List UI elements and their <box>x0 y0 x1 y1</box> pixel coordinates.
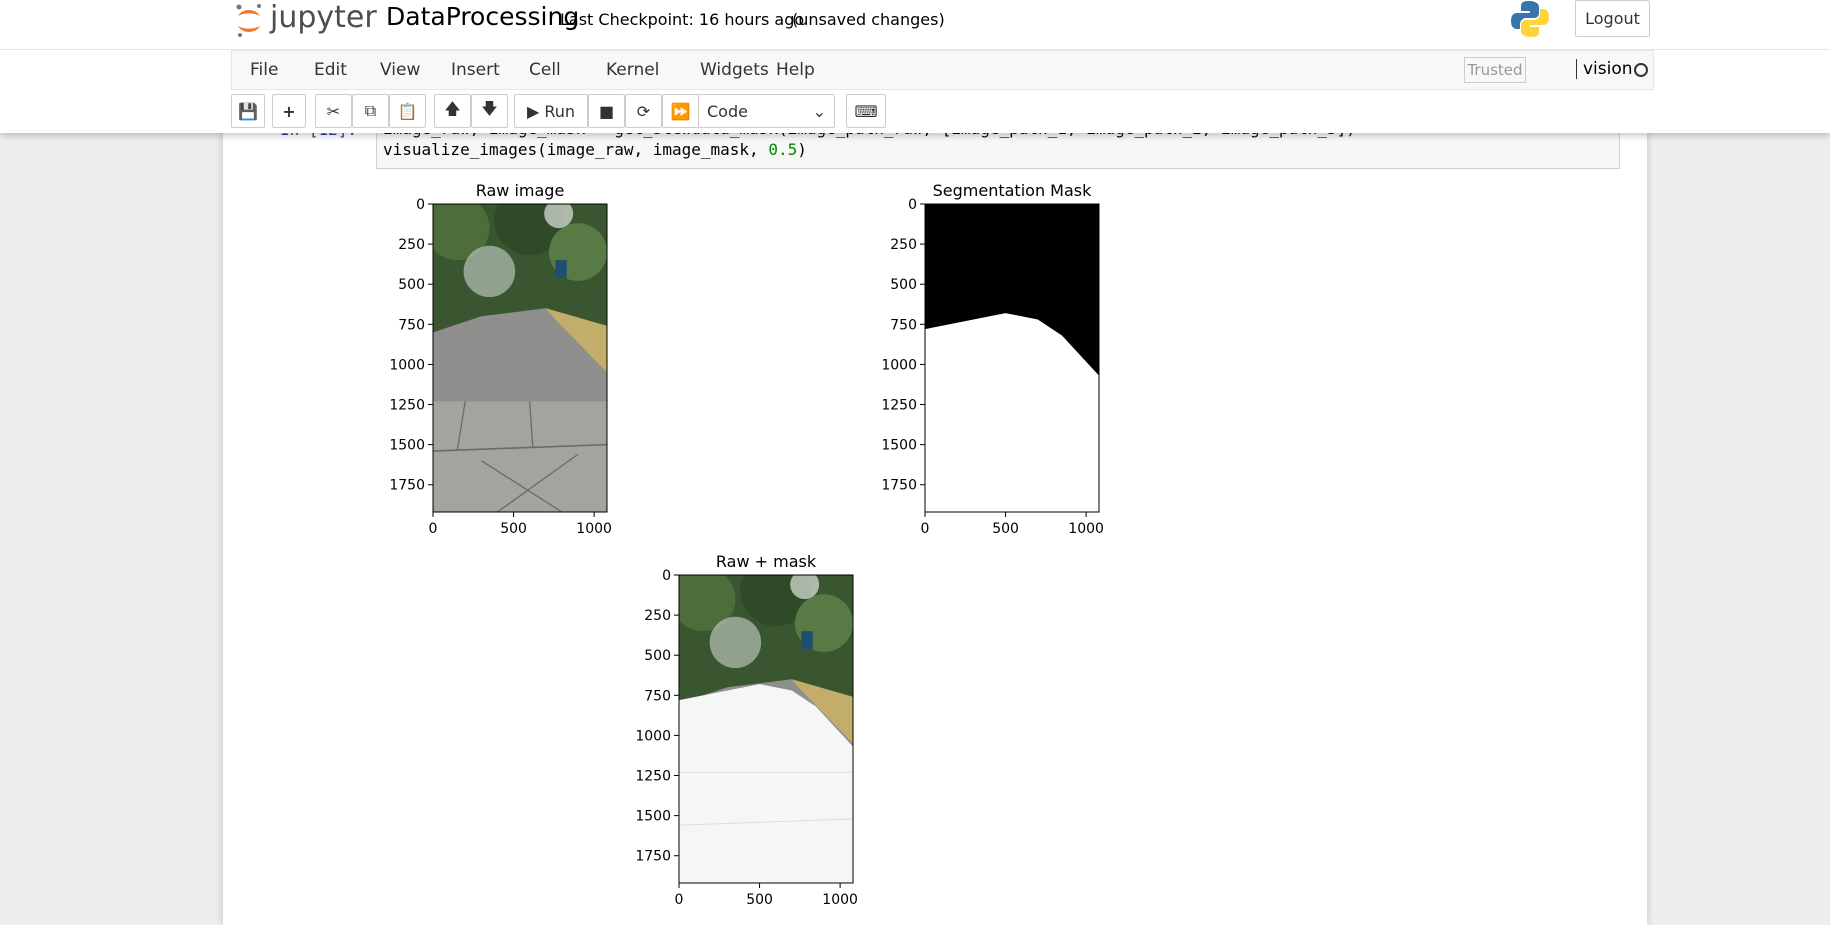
logo-text: jupyter <box>270 0 377 35</box>
y-tick-label: 0 <box>662 568 671 584</box>
plot-title: Raw + mask <box>716 552 817 571</box>
y-tick-label: 1500 <box>635 809 671 825</box>
checkpoint: Last Checkpoint: 16 hours ago <box>560 10 805 29</box>
menu-item[interactable]: Insert <box>451 60 500 80</box>
y-tick-label: 750 <box>398 317 425 333</box>
y-tick-label: 500 <box>644 648 671 664</box>
x-tick-label: 500 <box>746 892 773 908</box>
x-tick-label: 0 <box>921 521 930 537</box>
y-tick-label: 750 <box>644 688 671 704</box>
cell-type-select[interactable]: Code ⌄ <box>698 94 835 128</box>
notebook-name[interactable]: DataProcessing <box>386 2 580 31</box>
code-text: visualize_images(image_raw, image_mask, <box>383 140 769 159</box>
copy-button[interactable]: ⧉ <box>352 94 389 128</box>
menu-item[interactable]: Kernel <box>606 60 660 80</box>
axes-frame <box>432 203 608 513</box>
dropdown-arrow: ⌄ <box>812 101 826 121</box>
x-tick-label: 1000 <box>1068 521 1104 537</box>
y-tick-label: 1250 <box>389 398 425 414</box>
y-tick-label: 1000 <box>635 728 671 744</box>
run-label: Run <box>544 101 576 121</box>
jupyter-icon <box>236 4 261 37</box>
y-tick-label: 750 <box>890 317 917 333</box>
y-tick-label: 1750 <box>389 478 425 494</box>
save-status: (unsaved changes) <box>792 10 945 29</box>
menu-item[interactable]: Edit <box>314 60 347 80</box>
y-tick-label: 250 <box>890 237 917 253</box>
x-tick-label: 1000 <box>576 521 612 537</box>
x-tick-label: 1000 <box>822 892 858 908</box>
cell-type: Code <box>707 101 748 121</box>
run-button[interactable]: ▶ Run <box>514 94 588 128</box>
python-logo <box>1511 1 1549 37</box>
y-tick-label: 500 <box>890 277 917 293</box>
trusted-badge[interactable]: Trusted <box>1464 57 1526 83</box>
y-tick-label: 250 <box>398 237 425 253</box>
raw-image <box>433 204 607 512</box>
stop-button[interactable]: ■ <box>588 94 625 128</box>
menu-item[interactable]: View <box>380 60 421 80</box>
save-button[interactable]: 💾 <box>231 94 265 128</box>
axes-frame <box>678 574 854 884</box>
y-tick-label: 1250 <box>881 398 917 414</box>
y-tick-label: 500 <box>398 277 425 293</box>
menu-item[interactable]: File <box>250 60 279 80</box>
menu-item[interactable]: Help <box>776 60 815 80</box>
plot-title: Segmentation Mask <box>933 181 1092 200</box>
divider <box>0 49 1830 50</box>
move-up-button[interactable]: 🡅 <box>434 94 471 128</box>
mask-image <box>925 204 1099 512</box>
kernel-indicator <box>1634 63 1648 77</box>
overlay-image <box>679 575 853 883</box>
menu-item[interactable]: Cell <box>529 60 561 80</box>
x-tick-label: 500 <box>992 521 1019 537</box>
menu-item[interactable]: Widgets <box>700 60 769 80</box>
y-tick-label: 1500 <box>881 438 917 454</box>
x-tick-label: 0 <box>675 892 684 908</box>
y-tick-label: 1500 <box>389 438 425 454</box>
kernel-name: vision <box>1576 59 1633 79</box>
keyboard-button[interactable]: ⌨ <box>846 94 886 128</box>
menubar <box>231 50 1654 90</box>
y-tick-label: 0 <box>416 197 425 213</box>
code-text: ) <box>797 140 807 159</box>
add-cell-button[interactable]: + <box>272 94 306 128</box>
y-tick-label: 1000 <box>881 357 917 373</box>
y-tick-label: 250 <box>644 608 671 624</box>
axes-frame <box>924 203 1100 513</box>
paste-button[interactable]: 📋 <box>389 94 426 128</box>
restart-button[interactable]: ⟳ <box>625 94 662 128</box>
y-tick-label: 1250 <box>635 769 671 785</box>
x-tick-label: 500 <box>500 521 527 537</box>
code-line: visualize_images(image_raw, image_mask, … <box>383 140 807 159</box>
y-tick-label: 1000 <box>389 357 425 373</box>
logout-button[interactable]: Logout <box>1575 0 1650 37</box>
y-tick-label: 0 <box>908 197 917 213</box>
run-all-button[interactable]: ⏩ <box>662 94 699 128</box>
x-tick-label: 0 <box>429 521 438 537</box>
y-tick-label: 1750 <box>635 849 671 865</box>
plot-title: Raw image <box>476 181 565 200</box>
move-down-button[interactable]: 🡇 <box>471 94 508 128</box>
y-tick-label: 1750 <box>881 478 917 494</box>
cut-button[interactable]: ✂ <box>315 94 352 128</box>
header: jupyter DataProcessing Last Checkpoint: … <box>0 0 1830 133</box>
code-number: 0.5 <box>768 140 798 159</box>
